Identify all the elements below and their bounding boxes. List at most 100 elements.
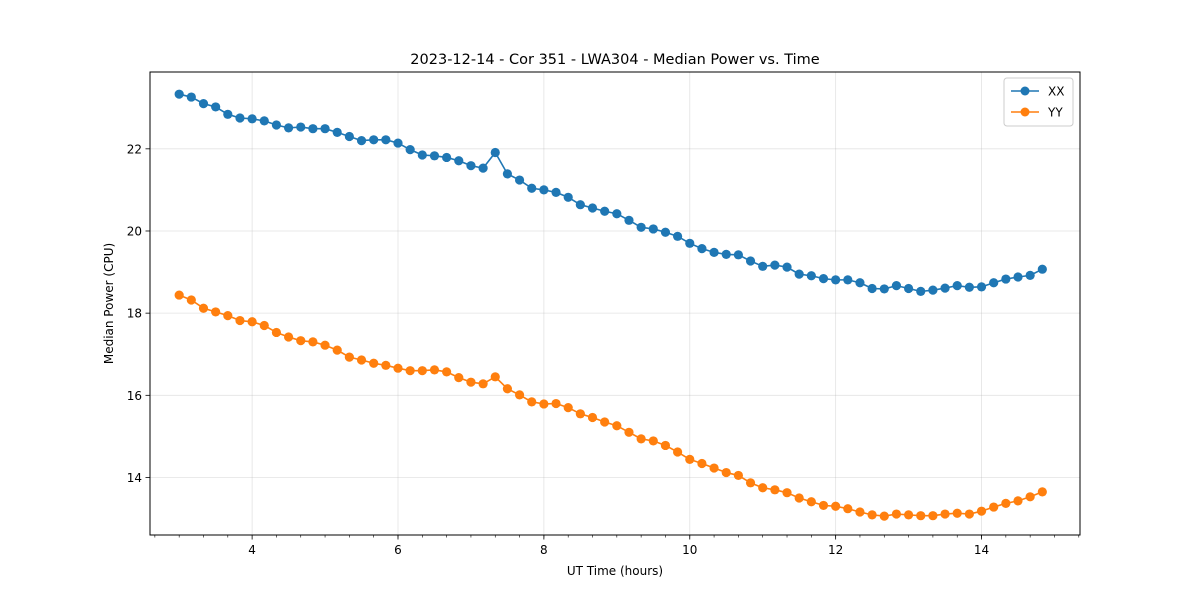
data-point-yy: [733, 470, 743, 481]
data-point-xx: [964, 282, 974, 292]
data-point-yy: [758, 483, 768, 493]
legend: XX YY: [1003, 77, 1074, 127]
legend-marker-xx: [1020, 86, 1030, 96]
data-point-xx: [466, 161, 476, 171]
x-tick-label: 4: [248, 543, 256, 557]
data-point-yy: [806, 497, 816, 507]
data-point-yy: [843, 504, 853, 514]
data-point-yy: [259, 320, 269, 331]
data-point-yy: [673, 447, 683, 457]
data-point-xx: [806, 271, 816, 281]
data-point-yy: [211, 307, 221, 317]
data-point-yy: [1013, 496, 1023, 506]
data-point-yy: [624, 427, 634, 437]
x-tick-label: 12: [828, 543, 843, 557]
data-point-yy: [1037, 487, 1047, 497]
data-point-xx: [989, 278, 999, 288]
data-point-yy: [685, 454, 695, 465]
data-point-yy: [174, 290, 184, 300]
data-point-xx: [478, 163, 488, 173]
data-point-xx: [745, 256, 756, 266]
data-point-yy: [283, 332, 294, 342]
data-point-yy: [600, 417, 610, 427]
x-tick-label: 14: [974, 543, 989, 557]
data-point-yy: [405, 366, 415, 376]
data-point-yy: [928, 511, 938, 521]
data-point-xx: [1025, 270, 1035, 280]
data-point-xx: [903, 283, 914, 294]
data-point-xx: [867, 283, 877, 294]
data-point-yy: [940, 509, 950, 519]
data-point-yy: [393, 363, 403, 373]
data-point-xx: [782, 262, 792, 272]
data-point-yy: [454, 373, 464, 383]
data-point-xx: [198, 99, 209, 109]
data-point-yy: [442, 367, 452, 377]
series-group: [174, 89, 1047, 521]
data-point-yy: [709, 463, 719, 473]
x-tick-label: 8: [540, 543, 548, 557]
data-point-yy: [891, 509, 902, 519]
data-point-xx: [818, 274, 829, 284]
data-point-xx: [551, 187, 561, 197]
data-point-xx: [356, 136, 367, 146]
data-point-xx: [770, 260, 780, 270]
data-point-xx: [320, 124, 330, 134]
x-tick-label: 10: [682, 543, 697, 557]
data-point-yy: [344, 352, 354, 362]
data-point-yy: [308, 337, 318, 347]
data-point-yy: [332, 345, 342, 355]
y-tick-label: 14: [127, 471, 142, 485]
data-point-xx: [381, 135, 391, 145]
data-point-yy: [490, 372, 500, 382]
data-point-xx: [575, 200, 585, 210]
data-point-xx: [855, 278, 865, 288]
data-point-yy: [320, 340, 330, 350]
data-point-xx: [405, 145, 415, 155]
data-point-xx: [296, 122, 306, 132]
data-point-yy: [271, 327, 282, 338]
data-point-yy: [612, 421, 622, 431]
data-point-xx: [527, 183, 537, 193]
data-point-yy: [466, 377, 476, 387]
y-axis-label: Median Power (CPU): [102, 243, 116, 364]
data-point-xx: [624, 215, 634, 225]
data-point-xx: [891, 281, 902, 291]
data-point-yy: [587, 412, 598, 423]
data-point-yy: [514, 390, 525, 400]
data-point-yy: [296, 336, 306, 346]
data-point-yy: [660, 440, 671, 451]
data-point-xx: [186, 92, 196, 102]
data-point-yy: [502, 384, 513, 394]
data-point-xx: [600, 206, 610, 216]
data-point-xx: [721, 249, 731, 260]
data-point-xx: [794, 269, 804, 279]
y-tick-label: 20: [127, 224, 142, 238]
data-point-xx: [344, 131, 354, 142]
data-point-xx: [429, 151, 440, 161]
data-point-xx: [587, 203, 598, 213]
data-point-yy: [745, 478, 756, 488]
data-point-xx: [916, 286, 926, 296]
data-point-yy: [989, 502, 999, 512]
data-point-yy: [818, 500, 829, 511]
data-point-xx: [1001, 274, 1011, 284]
data-point-yy: [186, 295, 196, 305]
data-point-yy: [794, 493, 804, 503]
data-point-xx: [259, 116, 269, 126]
data-point-yy: [575, 409, 585, 419]
chart-title: 2023-12-14 - Cor 351 - LWA304 - Median P…: [410, 52, 819, 68]
data-point-xx: [174, 89, 184, 99]
data-point-xx: [976, 282, 987, 292]
data-point-xx: [539, 185, 549, 195]
plot-frame: [149, 71, 1081, 536]
data-point-yy: [721, 467, 731, 478]
data-point-yy: [697, 458, 707, 469]
data-point-yy: [235, 315, 245, 326]
data-point-xx: [369, 135, 379, 145]
data-point-xx: [417, 150, 427, 160]
data-point-xx: [612, 209, 622, 219]
data-point-xx: [636, 222, 646, 232]
data-point-xx: [952, 281, 962, 291]
